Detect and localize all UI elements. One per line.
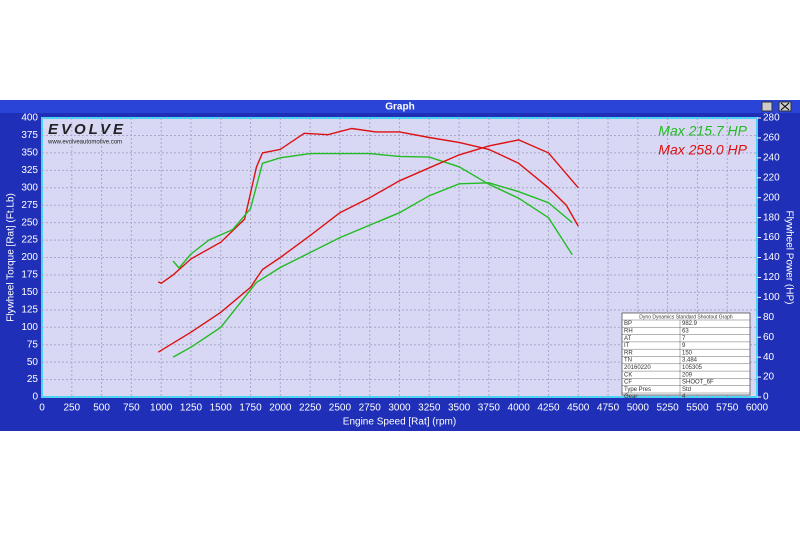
logo-brand: EVOLVE [48,121,126,138]
table-cell: 105305 [682,365,703,371]
x-tick-label: 4000 [508,403,531,414]
x-tick-label: 3000 [388,403,411,414]
table-cell: 63 [682,329,689,335]
restore-button[interactable] [761,101,773,112]
y2-tick-label: 40 [763,352,775,363]
table-cell: 20160220 [624,365,651,371]
y-tick-label: 375 [21,130,38,141]
x-tick-label: 2250 [299,403,322,414]
y-tick-label: 325 [21,165,38,176]
table-cell: 982.9 [682,321,698,327]
y-tick-label: 150 [21,287,38,298]
y-tick-label: 350 [21,148,38,159]
table-cell: RH [624,329,633,335]
y-tick-label: 275 [21,200,38,211]
x-axis-label: Engine Speed [Rat] (rpm) [343,417,456,428]
y2-tick-label: 0 [763,392,769,403]
y2-tick-label: 100 [763,292,780,303]
y2-axis-label: Flywheel Power (HP) [783,211,794,305]
series-line [157,127,579,285]
table-cell: 209 [682,372,693,378]
x-tick-label: 250 [63,403,80,414]
y-tick-label: 175 [21,270,38,281]
info-table-title: Dyno Dynamics Standard Shootout Graph [639,314,733,320]
table-cell: RR [624,350,633,356]
max-annotation: Max 258.0 HP [658,142,747,158]
x-tick-label: 5500 [686,403,709,414]
y2-tick-label: 140 [763,252,780,263]
x-tick-label: 1000 [150,403,173,414]
x-tick-label: 0 [39,403,45,414]
x-tick-label: 2500 [329,403,352,414]
x-tick-label: 3500 [448,403,471,414]
y-tick-label: 50 [27,357,39,368]
table-cell: CF [624,380,632,386]
table-cell: CK [624,372,632,378]
title-bar [0,100,800,113]
y2-tick-label: 180 [763,212,780,223]
y-tick-label: 400 [21,113,38,124]
table-cell: SHOOT_6F [682,380,714,386]
y-tick-label: 125 [21,304,38,315]
y2-tick-label: 240 [763,152,780,163]
x-tick-label: 4500 [567,403,590,414]
logo-url: www.evolveautomotive.com [47,140,122,146]
table-cell: 9 [682,343,686,349]
y-tick-label: 300 [21,182,38,193]
y-tick-label: 0 [32,392,38,403]
x-tick-label: 4250 [537,403,560,414]
x-tick-label: 3750 [478,403,501,414]
table-cell: 150 [682,350,693,356]
x-tick-label: 2750 [359,403,382,414]
x-tick-label: 3250 [418,403,441,414]
y2-tick-label: 20 [763,372,775,383]
series-line [157,139,579,353]
y-tick-label: 200 [21,252,38,263]
y2-tick-label: 80 [763,312,775,323]
table-cell: TN [624,358,632,364]
table-cell: 3,484 [682,358,698,364]
y-tick-label: 250 [21,217,38,228]
series-line [172,182,573,358]
series-line [172,152,573,270]
table-cell: Type Pres [624,387,651,393]
y2-tick-label: 60 [763,332,775,343]
x-tick-label: 1500 [210,403,233,414]
table-cell: AT [624,336,632,342]
y2-tick-label: 160 [763,232,780,243]
y2-tick-label: 220 [763,172,780,183]
y-tick-label: 25 [27,374,39,385]
x-tick-label: 500 [93,403,110,414]
y2-tick-label: 280 [763,113,780,124]
x-tick-label: 1250 [180,403,203,414]
table-cell: BP [624,321,632,327]
table-cell: IT [624,343,630,349]
y2-tick-label: 200 [763,192,780,203]
info-table [621,312,751,396]
y-tick-label: 225 [21,235,38,246]
x-tick-label: 5750 [716,403,739,414]
x-tick-label: 750 [123,403,140,414]
x-tick-label: 5250 [657,403,680,414]
y-axis-label: Flywheel Torque [Rat] (Ft.Lb) [6,193,17,322]
x-tick-label: 4750 [597,403,620,414]
table-cell: Std [682,387,691,393]
y-tick-label: 100 [21,322,38,333]
table-cell: 7 [682,336,686,342]
x-tick-label: 2000 [269,403,292,414]
table-cell: 4 [682,394,686,400]
y2-tick-label: 120 [763,272,780,283]
max-annotation: Max 215.7 HP [658,123,747,139]
close-icon [780,102,790,111]
window-title: Graph [385,102,414,113]
x-tick-label: 1750 [239,403,262,414]
table-cell: Gear [624,394,637,400]
x-tick-label: 5000 [627,403,650,414]
y-tick-label: 75 [27,339,39,350]
x-tick-label: 6000 [746,403,769,414]
y2-tick-label: 260 [763,133,780,144]
